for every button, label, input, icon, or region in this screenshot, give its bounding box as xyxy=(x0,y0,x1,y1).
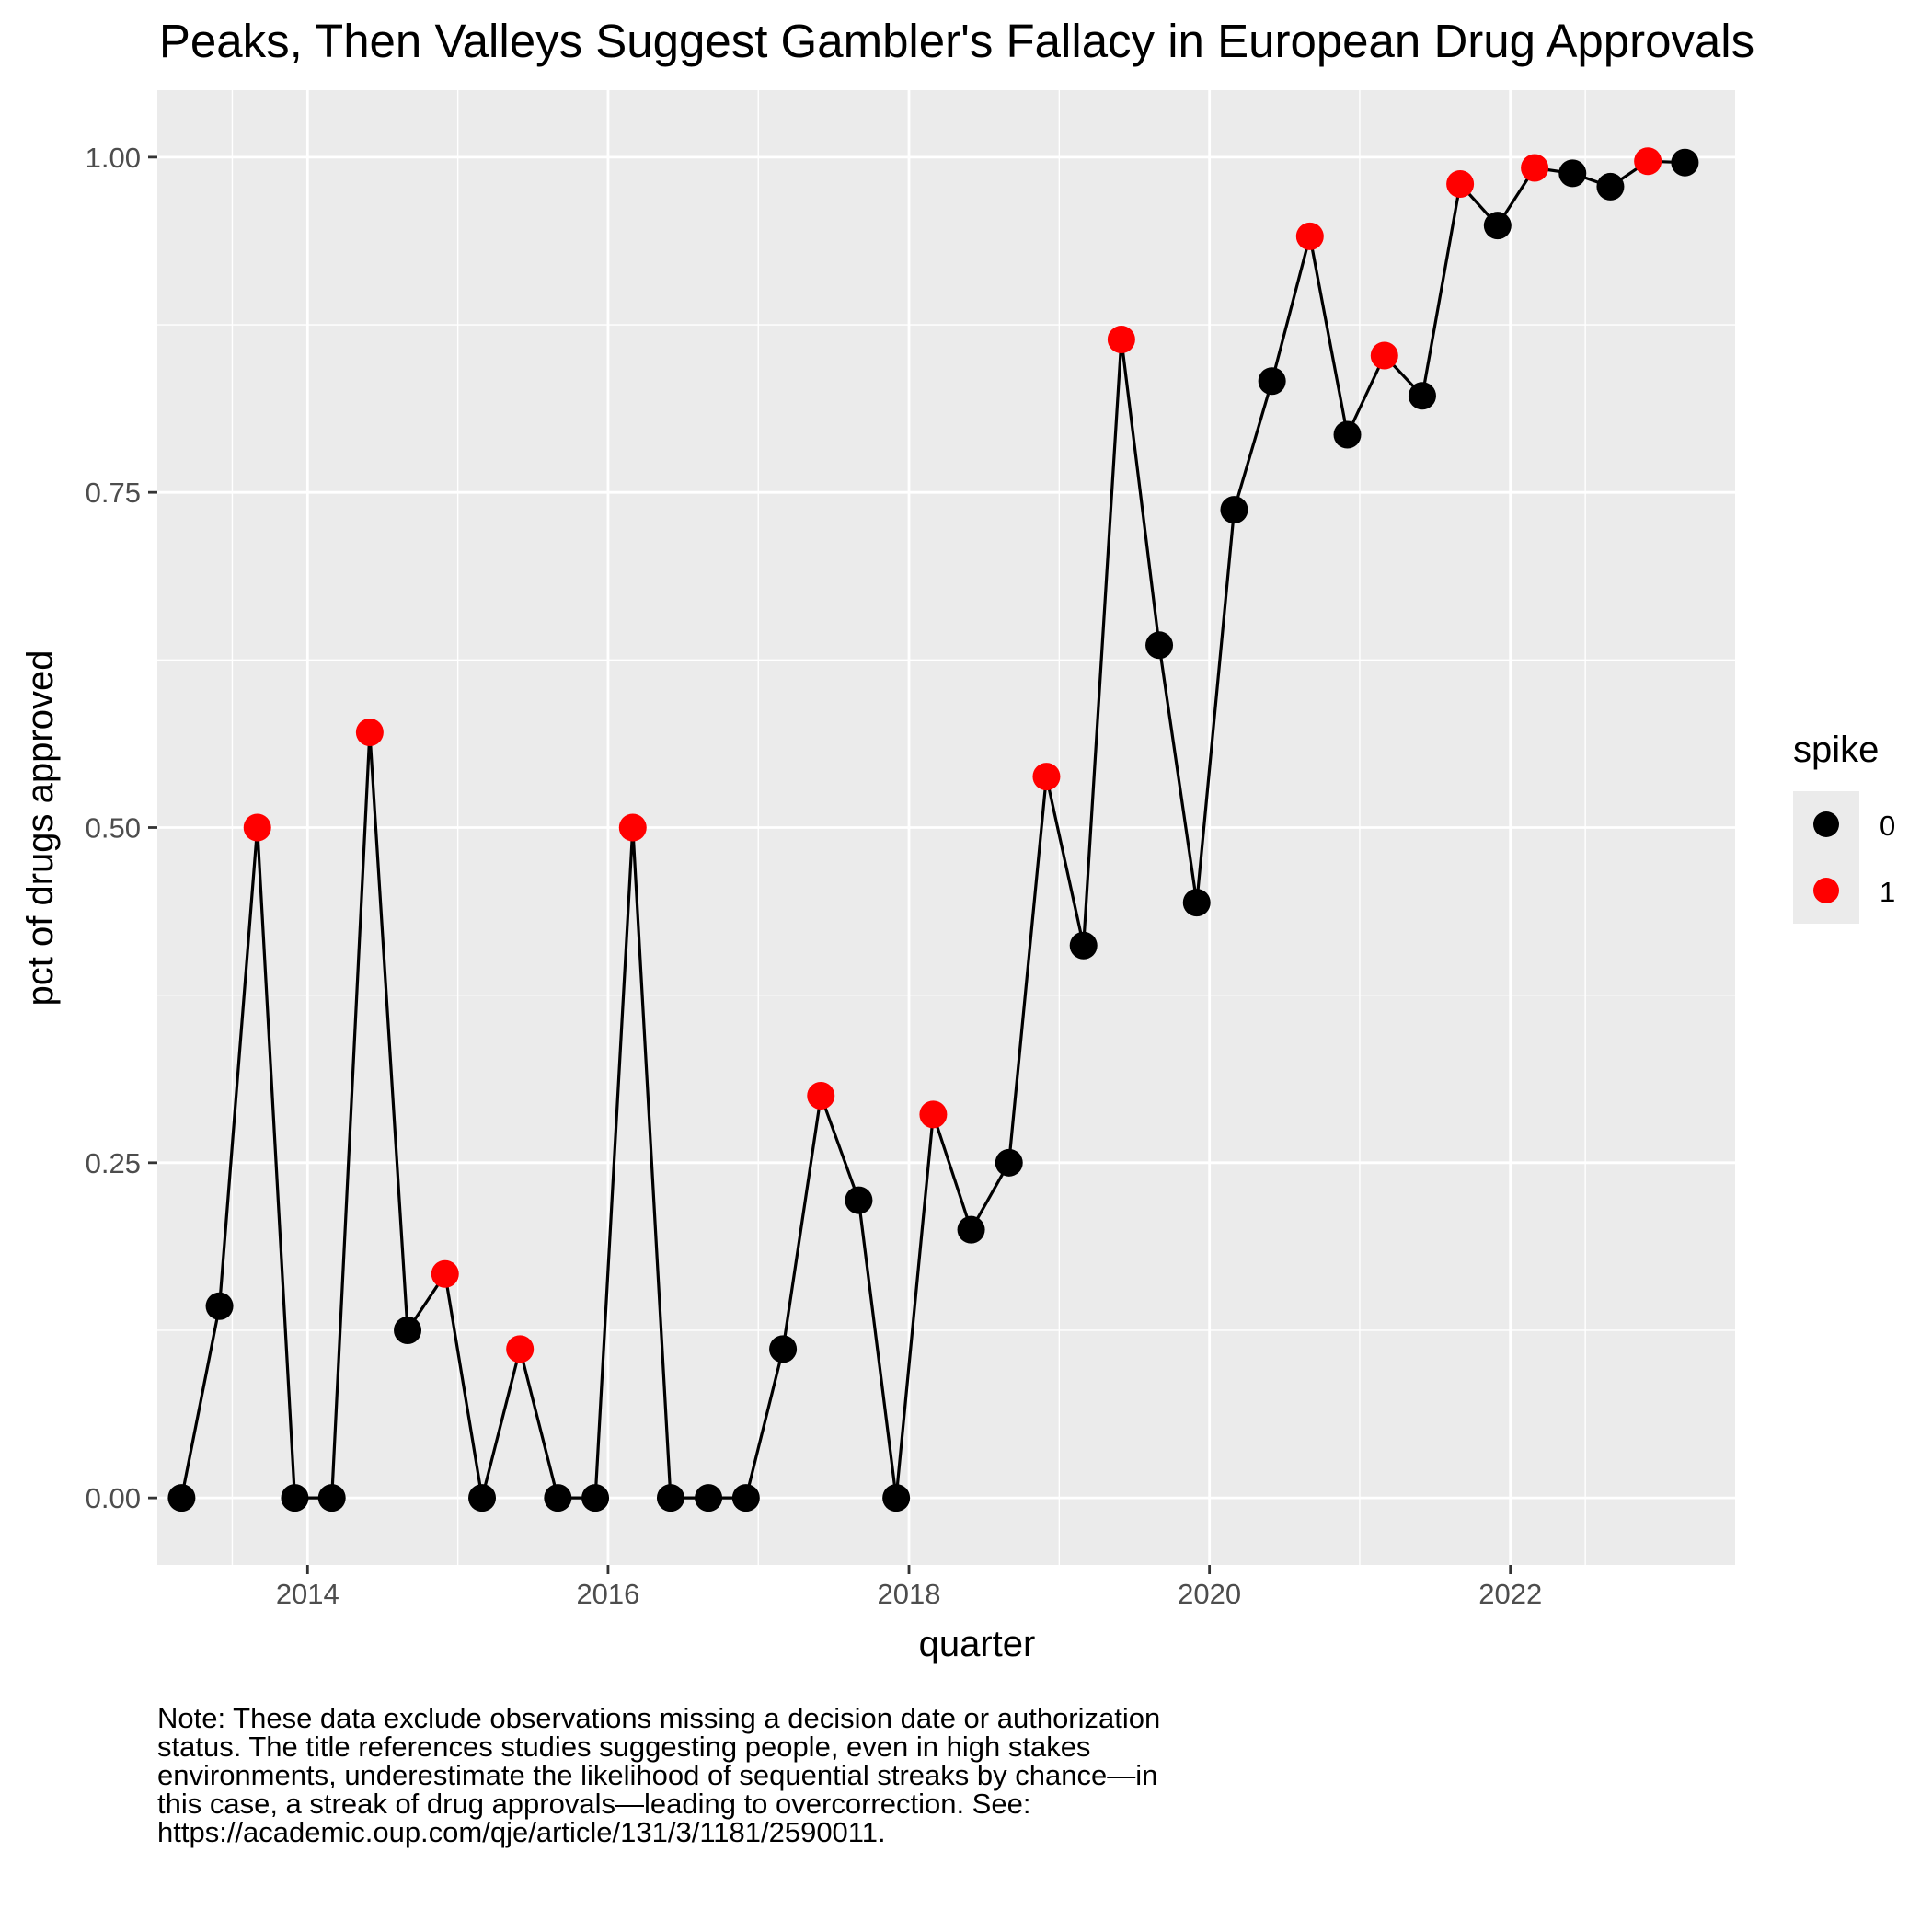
data-point-spike xyxy=(618,813,647,842)
y-tick-label: 0.50 xyxy=(86,812,141,845)
grid-major xyxy=(157,90,1735,1565)
data-point xyxy=(995,1148,1023,1177)
data-point xyxy=(394,1316,422,1344)
data-point xyxy=(731,1484,760,1512)
y-axis-label: pct of drugs approved xyxy=(20,650,61,1006)
x-tick-label: 2020 xyxy=(1178,1578,1241,1610)
x-tick-label: 2022 xyxy=(1478,1578,1542,1610)
data-point-spike xyxy=(355,719,384,747)
legend-title: spike xyxy=(1793,730,1879,770)
legend-label-1: 1 xyxy=(1880,876,1895,908)
data-point xyxy=(1220,496,1248,524)
data-point-spike xyxy=(1634,147,1662,176)
legend-label-0: 0 xyxy=(1880,810,1895,842)
data-point-spike xyxy=(919,1100,948,1129)
data-point xyxy=(167,1484,196,1512)
data-point xyxy=(317,1484,346,1512)
data-point xyxy=(882,1484,911,1512)
data-point-spike xyxy=(243,813,271,842)
data-point xyxy=(581,1484,610,1512)
y-tick-label: 0.25 xyxy=(86,1147,141,1179)
data-point xyxy=(205,1292,234,1320)
data-point xyxy=(1145,631,1174,660)
x-tick-label: 2014 xyxy=(276,1578,339,1610)
y-tick-label: 0.75 xyxy=(86,477,141,509)
x-tick-labels: 2014 2016 2018 2020 2022 xyxy=(276,1578,1542,1610)
data-point xyxy=(695,1484,723,1512)
data-point-spike xyxy=(1032,763,1061,791)
data-point xyxy=(544,1484,572,1512)
data-point-spike xyxy=(1446,170,1475,199)
y-tick-labels: 0.00 0.25 0.50 0.75 1.00 xyxy=(86,142,141,1514)
data-point xyxy=(957,1215,985,1244)
legend: spike 0 1 xyxy=(1793,730,1895,924)
data-point xyxy=(1558,159,1587,188)
x-tick-label: 2016 xyxy=(576,1578,639,1610)
data-point xyxy=(1671,148,1699,177)
footnote: Note: These data exclude observations mi… xyxy=(157,1702,1161,1848)
x-tick-label: 2018 xyxy=(878,1578,941,1610)
legend-key-1-dot xyxy=(1813,878,1839,903)
data-point xyxy=(1483,212,1512,240)
data-point-spike xyxy=(1521,154,1549,182)
data-point xyxy=(1333,420,1362,449)
data-point-spike xyxy=(807,1081,835,1110)
y-tick-label: 1.00 xyxy=(86,142,141,174)
series xyxy=(167,147,1699,1512)
data-point-spike xyxy=(431,1259,459,1288)
axis-ticks xyxy=(148,155,1512,1574)
data-point-spike xyxy=(506,1335,535,1363)
data-point xyxy=(769,1335,798,1363)
legend-key-0-dot xyxy=(1813,811,1839,837)
chart-title: Peaks, Then Valleys Suggest Gambler's Fa… xyxy=(159,15,1754,67)
y-tick-label: 0.00 xyxy=(86,1482,141,1514)
data-point xyxy=(1069,931,1098,960)
data-point xyxy=(656,1484,684,1512)
data-point xyxy=(1408,382,1436,410)
data-point xyxy=(281,1484,309,1512)
data-point xyxy=(845,1186,873,1214)
data-point xyxy=(468,1484,497,1512)
data-point xyxy=(1258,367,1286,396)
data-point xyxy=(1182,889,1211,917)
x-axis-label: quarter xyxy=(919,1624,1036,1664)
data-point xyxy=(1596,172,1625,201)
data-point-spike xyxy=(1295,222,1324,250)
data-point-spike xyxy=(1107,326,1135,354)
data-point-spike xyxy=(1370,341,1398,370)
